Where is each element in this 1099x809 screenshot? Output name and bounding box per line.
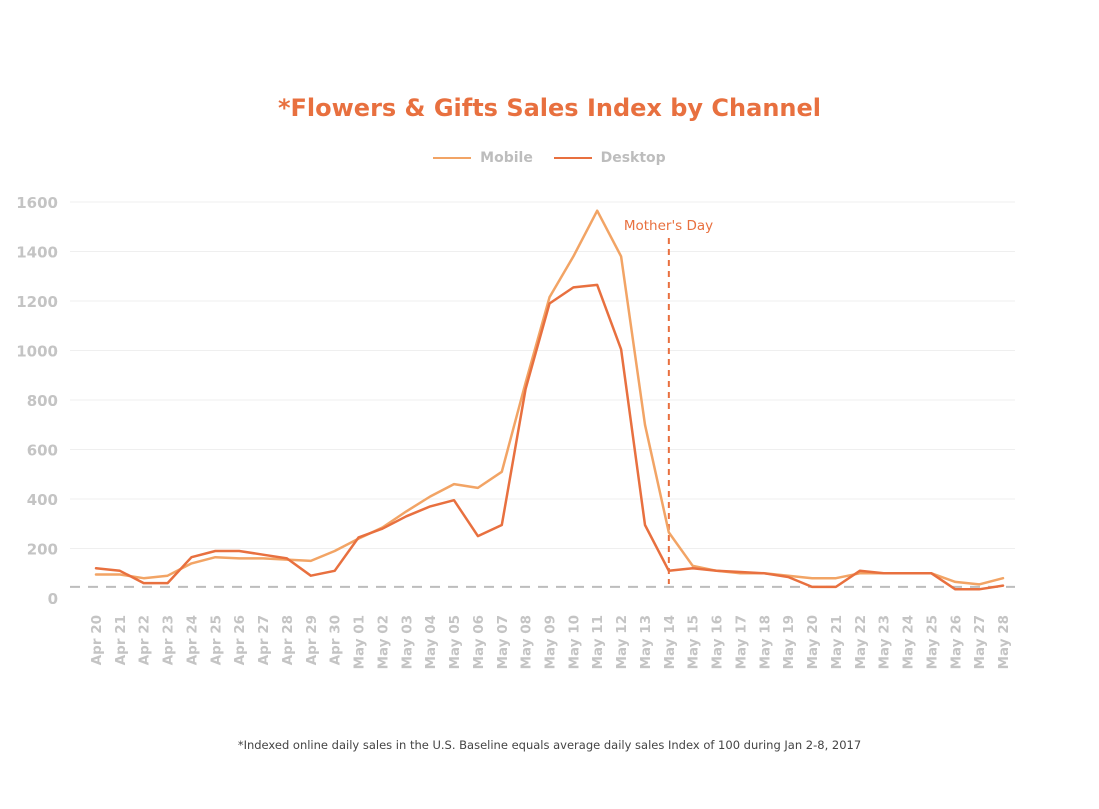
x-tick-label: May 15: [686, 615, 702, 669]
x-tick-label: Apr 29: [304, 615, 320, 665]
series-line-desktop: [94, 283, 1005, 591]
x-tick-label: May 16: [710, 615, 726, 669]
x-tick-label: May 28: [996, 615, 1012, 669]
x-tick-label: May 09: [543, 615, 559, 669]
legend-swatch-desktop: [553, 157, 592, 159]
x-tick-label: Apr 27: [256, 615, 272, 665]
chart-footnote: *Indexed online daily sales in the U.S. …: [237, 738, 862, 752]
legend-item-mobile[interactable]: Mobile: [433, 150, 533, 166]
x-tick-label: May 05: [447, 615, 463, 669]
x-tick-label: Apr 30: [328, 615, 344, 665]
x-tick-label: May 14: [662, 615, 678, 669]
y-tick-label: 800: [27, 392, 58, 410]
x-tick-label: May 02: [375, 615, 391, 669]
y-tick-label: 0: [48, 590, 58, 608]
y-tick-label: 1200: [16, 293, 58, 311]
chart-title: *Flowers & Gifts Sales Index by Channel: [277, 94, 822, 122]
x-tick-label: May 12: [614, 615, 630, 669]
x-tick-label: May 10: [566, 615, 582, 669]
y-tick-label: 400: [27, 491, 58, 509]
y-tick-label: 200: [27, 541, 58, 559]
x-tick-label: May 06: [471, 615, 487, 669]
x-tick-label: Apr 23: [161, 615, 177, 665]
x-tick-label: May 22: [853, 615, 869, 669]
x-tick-label: May 25: [924, 615, 940, 669]
x-tick-label: May 01: [352, 615, 368, 669]
y-tick-label: 1000: [16, 343, 58, 361]
legend-label-desktop: Desktop: [600, 150, 666, 166]
chart-legend: Mobile Desktop: [0, 150, 1099, 166]
x-tick-label: May 21: [829, 615, 845, 669]
x-tick-label: May 03: [399, 615, 415, 669]
legend-label-mobile: Mobile: [480, 150, 533, 166]
x-tick-label: May 08: [519, 615, 535, 669]
legend-swatch-mobile: [433, 157, 472, 159]
x-tick-label: May 17: [733, 615, 749, 669]
x-tick-label: Apr 21: [113, 615, 129, 665]
x-tick-label: Apr 24: [184, 615, 200, 665]
x-tick-label: May 07: [495, 615, 511, 669]
legend-item-desktop[interactable]: Desktop: [553, 150, 666, 166]
x-tick-label: May 19: [781, 615, 797, 669]
x-tick-label: May 04: [423, 615, 439, 669]
series-line-mobile: [94, 209, 1005, 586]
y-tick-label: 600: [27, 442, 58, 460]
y-tick-label: 1400: [16, 244, 58, 262]
x-tick-label: May 24: [901, 615, 917, 669]
x-tick-label: May 11: [590, 615, 606, 669]
x-tick-label: May 27: [972, 615, 988, 669]
x-tick-label: Apr 20: [89, 615, 105, 665]
x-tick-label: Apr 26: [232, 615, 248, 665]
x-tick-label: May 20: [805, 615, 821, 669]
x-tick-label: Apr 28: [280, 615, 296, 665]
x-tick-label: Apr 25: [208, 615, 224, 665]
x-tick-label: May 13: [638, 615, 654, 669]
x-tick-label: May 23: [877, 615, 893, 669]
y-tick-label: 1600: [16, 194, 58, 212]
annotation-label: Mother's Day: [624, 218, 713, 234]
x-tick-label: May 18: [757, 615, 773, 669]
x-tick-label: Apr 22: [137, 615, 153, 665]
x-tick-label: May 26: [948, 615, 964, 669]
